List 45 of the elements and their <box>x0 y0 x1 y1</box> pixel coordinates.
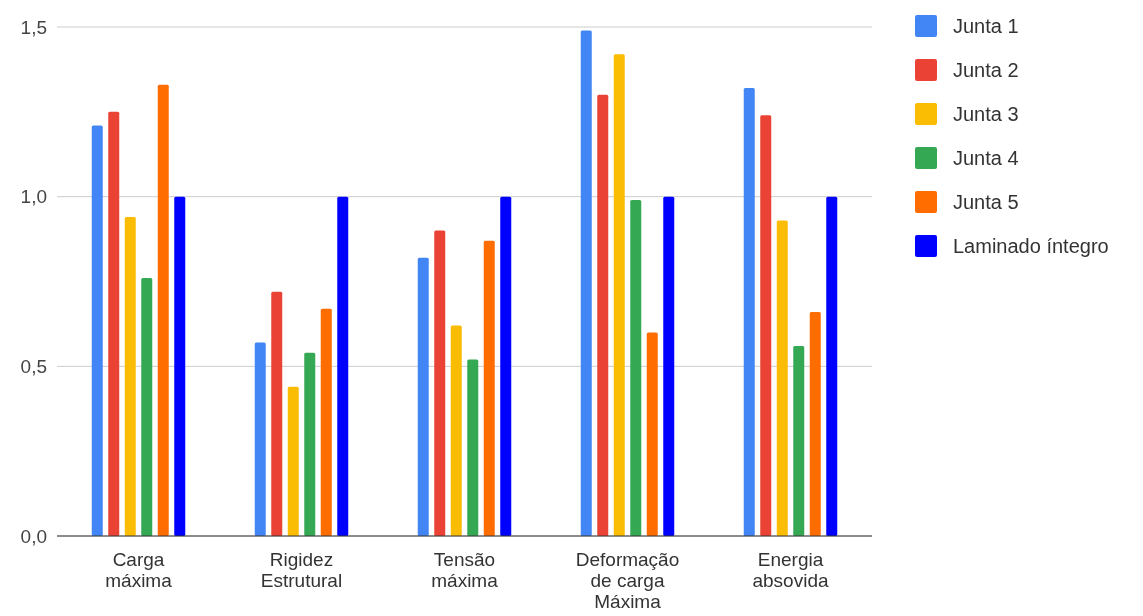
legend-label: Junta 3 <box>953 103 1019 125</box>
legend-label: Junta 4 <box>953 147 1019 169</box>
bar <box>434 230 446 536</box>
legend-label: Laminado íntegro <box>953 235 1109 257</box>
bar <box>580 30 592 536</box>
bar <box>646 332 658 536</box>
bar <box>793 345 805 536</box>
bar <box>809 312 821 536</box>
bar <box>271 291 283 536</box>
x-tick-label: Energia absovida <box>752 549 829 591</box>
legend-label: Junta 2 <box>953 59 1019 81</box>
x-tick-label: Deformação de carga Máxima <box>575 549 680 612</box>
y-tick-label: 1,0 <box>20 186 47 208</box>
y-tick-label: 1,5 <box>20 16 47 38</box>
bar <box>91 125 103 536</box>
bar <box>124 217 136 536</box>
bar <box>776 220 788 536</box>
y-tick-label: 0,5 <box>20 355 47 377</box>
bar <box>287 386 299 536</box>
bar <box>304 352 316 536</box>
bar <box>450 325 462 536</box>
bar <box>630 200 642 536</box>
x-tick-label: Rigidez Estrutural <box>260 549 343 591</box>
bar <box>467 359 479 536</box>
bar <box>500 196 512 536</box>
bar <box>663 196 675 536</box>
legend-label: Junta 1 <box>953 15 1019 37</box>
x-tick-label: Tensão máxima <box>431 549 499 591</box>
bar <box>337 196 349 536</box>
bar <box>760 115 772 536</box>
bar <box>108 111 120 536</box>
bar <box>141 278 153 536</box>
bar <box>826 196 838 536</box>
bar <box>254 342 266 536</box>
bar <box>320 308 332 536</box>
bar <box>483 240 495 536</box>
bar <box>613 54 625 536</box>
bar <box>174 196 186 536</box>
legend-label: Junta 5 <box>953 191 1019 213</box>
bar <box>597 94 609 536</box>
bar <box>417 257 429 536</box>
x-tick-label: Carga máxima <box>105 549 173 591</box>
bar <box>157 84 169 536</box>
bar <box>743 88 755 536</box>
y-tick-label: 0,0 <box>20 525 47 547</box>
